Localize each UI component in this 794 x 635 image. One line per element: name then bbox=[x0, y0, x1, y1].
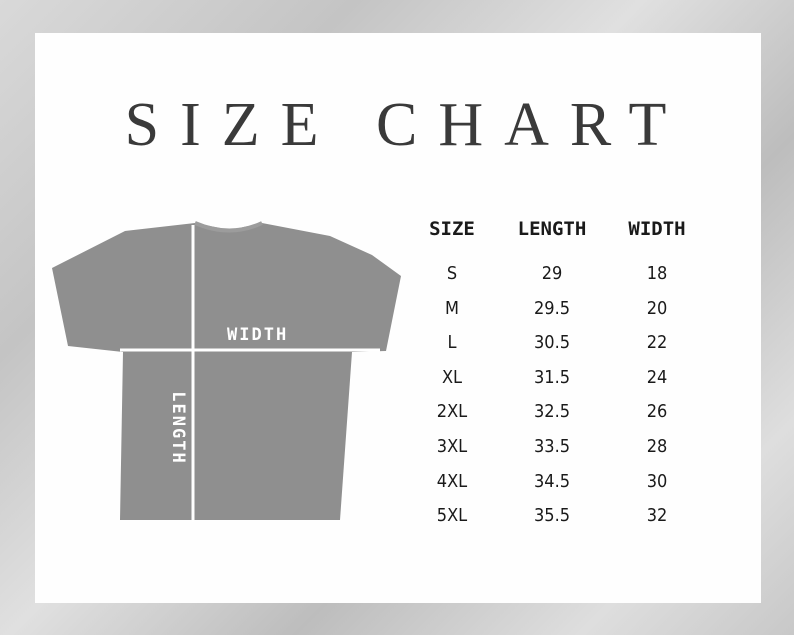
length-cell: 29.5 bbox=[533, 297, 571, 319]
size-cell: M bbox=[445, 297, 459, 319]
length-cell: 32.5 bbox=[533, 401, 571, 423]
size-cell: 5XL bbox=[436, 505, 468, 527]
width-label: WIDTH bbox=[227, 325, 289, 345]
width-cell: 20 bbox=[646, 297, 668, 319]
tshirt-collar bbox=[194, 221, 263, 233]
size-cell: 2XL bbox=[436, 401, 468, 423]
header-size: SIZE bbox=[429, 218, 475, 240]
width-cell: 18 bbox=[646, 263, 668, 284]
length-cell: 29 bbox=[541, 263, 563, 284]
width-cell: 24 bbox=[646, 366, 668, 388]
length-cell: 34.5 bbox=[533, 470, 571, 492]
length-cell: 35.5 bbox=[533, 505, 571, 527]
header-width: WIDTH bbox=[628, 218, 686, 240]
size-cell: S bbox=[446, 263, 458, 284]
width-cell: 28 bbox=[646, 436, 668, 457]
size-cell: 4XL bbox=[436, 470, 468, 492]
length-cell: 31.5 bbox=[533, 366, 571, 388]
size-cell: L bbox=[447, 332, 457, 354]
page-title: SIZE CHART bbox=[124, 91, 688, 159]
size-cell: 3XL bbox=[436, 436, 468, 457]
width-cell: 30 bbox=[646, 470, 668, 492]
length-cell: 33.5 bbox=[533, 436, 571, 457]
header-length: LENGTH bbox=[517, 218, 587, 240]
width-cell: 22 bbox=[646, 332, 668, 354]
tshirt-shape bbox=[52, 223, 401, 520]
width-cell: 32 bbox=[646, 505, 668, 527]
length-label: LENGTH bbox=[168, 391, 188, 465]
size-cell: XL bbox=[441, 366, 463, 388]
width-cell: 26 bbox=[646, 401, 668, 423]
length-cell: 30.5 bbox=[533, 332, 571, 354]
